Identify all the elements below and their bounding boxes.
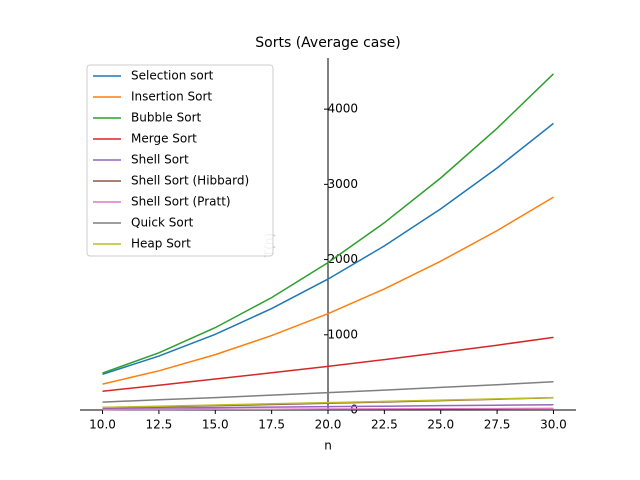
x-tick-label: 17.5 [258, 418, 285, 432]
legend-label: Insertion Sort [131, 90, 212, 104]
x-axis-label: n [324, 439, 332, 453]
y-tick-label: 1000 [327, 327, 358, 341]
series-line [102, 403, 554, 410]
series-line [102, 396, 554, 409]
legend-box [86, 64, 274, 257]
x-tick-label: 12.5 [146, 418, 173, 432]
chart-title: Sorts (Average case) [255, 35, 401, 51]
series-line [102, 336, 554, 392]
series-line [102, 73, 555, 374]
y-tick-label: 2000 [327, 252, 358, 266]
legend-label: Shell Sort (Pratt) [131, 195, 231, 209]
legend-label: Selection sort [131, 69, 214, 83]
series-line [102, 122, 554, 376]
legend-label: Quick Sort [131, 216, 194, 230]
series-line [102, 407, 554, 411]
x-tick-label: 27.5 [484, 418, 511, 432]
legend-label: Merge Sort [131, 132, 197, 146]
legend-label: Shell Sort [131, 153, 189, 167]
legend-label: Heap Sort [131, 237, 191, 251]
x-tick-label: 20.0 [315, 418, 342, 432]
legend-label: Shell Sort (Hibbard) [131, 174, 249, 188]
x-tick-label: 22.5 [371, 418, 398, 432]
x-tick-label: 15.0 [202, 418, 229, 432]
series-line [102, 196, 554, 385]
legend: Selection sort Insertion Sort Bubble Sort M… [86, 64, 274, 257]
x-tick-label: 10.0 [89, 418, 116, 432]
y-tick-label: 3000 [327, 177, 358, 191]
series-line [102, 381, 554, 403]
x-tick-label: 25.0 [427, 418, 454, 432]
y-tick-label: 4000 [327, 102, 358, 116]
legend-label: Bubble Sort [131, 111, 201, 125]
x-tick-label: 30.0 [540, 418, 567, 432]
